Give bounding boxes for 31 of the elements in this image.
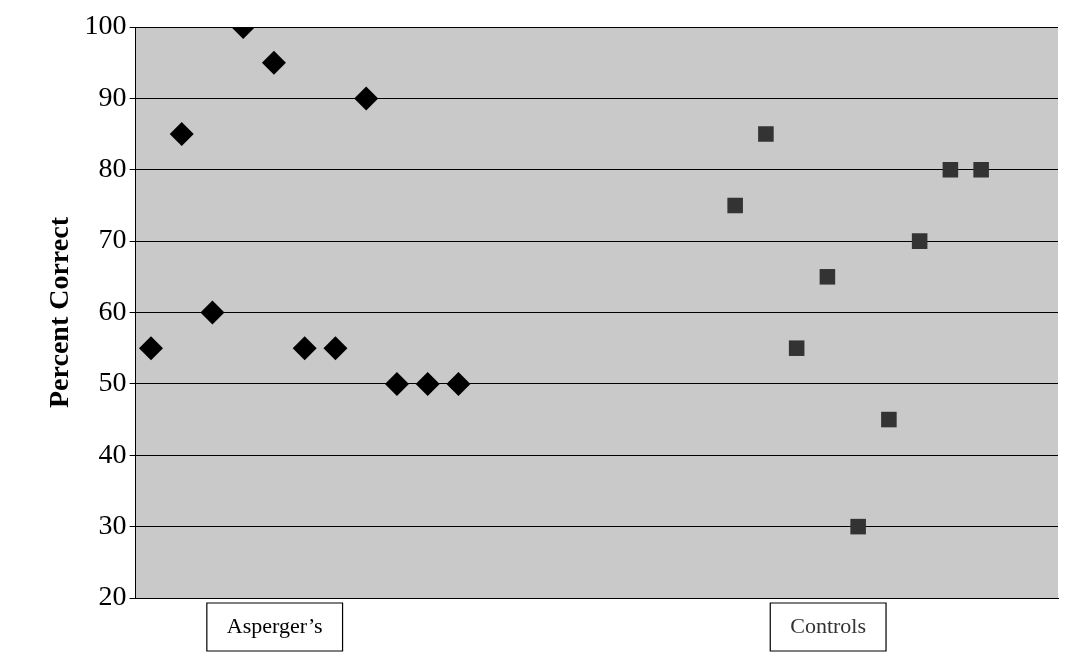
y-tick-label: 100 xyxy=(84,9,127,41)
point xyxy=(788,340,805,356)
y-tick-label: 20 xyxy=(98,580,127,612)
point xyxy=(169,122,194,147)
point xyxy=(261,50,286,75)
y-tick-label: 50 xyxy=(98,366,127,398)
point xyxy=(446,371,471,396)
point xyxy=(415,371,440,396)
point xyxy=(973,161,989,178)
text: Controls xyxy=(790,612,867,638)
point xyxy=(200,300,225,325)
y-tick-label: 60 xyxy=(98,294,127,326)
y-tick-label: 40 xyxy=(98,437,127,469)
point xyxy=(384,371,409,396)
point xyxy=(292,336,317,361)
point xyxy=(911,233,928,249)
y-tick-label: 30 xyxy=(98,508,127,540)
point xyxy=(323,336,348,361)
point xyxy=(758,126,774,142)
point xyxy=(850,518,866,535)
y-tick-label: 70 xyxy=(98,223,127,255)
point xyxy=(819,269,836,285)
point xyxy=(727,197,743,214)
point xyxy=(881,411,897,428)
point xyxy=(354,86,379,111)
point xyxy=(942,161,959,178)
y-tick-label: 80 xyxy=(98,152,127,184)
point xyxy=(138,336,163,361)
y-axis-title: Percent Correct xyxy=(43,216,75,408)
y-tick-label: 90 xyxy=(98,80,127,112)
text: Asperger’s xyxy=(226,612,323,638)
